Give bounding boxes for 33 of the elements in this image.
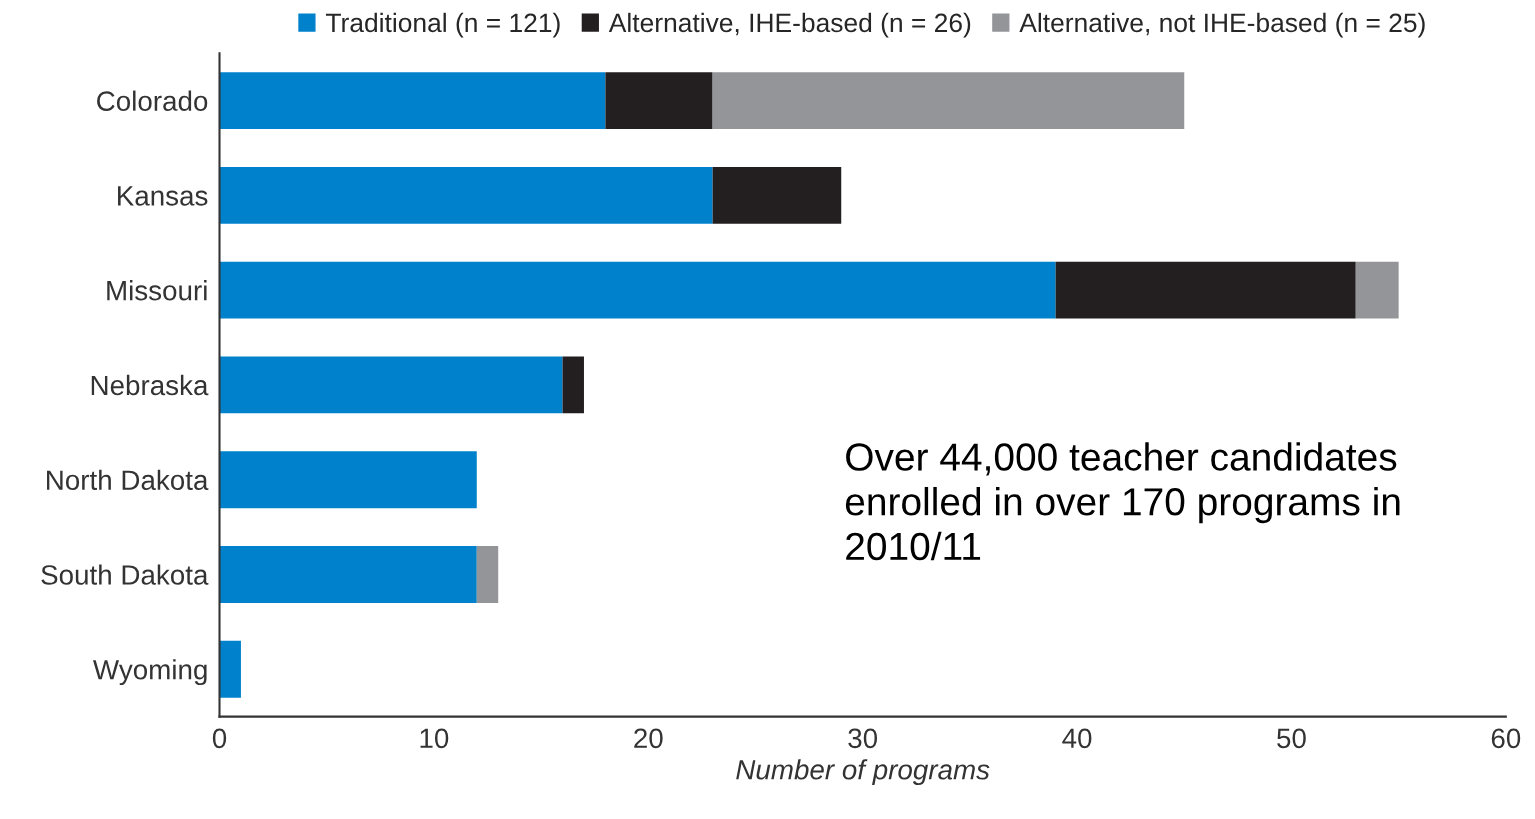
legend-label: Alternative, not IHE-based (n = 25) [1019,12,1425,38]
y-tick-label: Nebraska [91,374,209,396]
y-tick-label: Colorado [97,90,208,111]
x-tick-label: 20 [634,728,663,749]
bar [712,72,1185,130]
bar [219,451,477,509]
x-axis-title: Number of programs [736,759,990,786]
y-tick-label: Missouri [107,280,207,301]
bar [219,166,713,224]
bar [712,166,842,224]
y-tick-label: South Dakota [41,564,209,585]
annotation: Over 44,000 teacher candidates enrolled in over 170 programs in 2010/11 [845,442,1400,561]
x-tick-label: 0 [212,728,227,749]
bar [219,261,1056,319]
x-tick-label: 10 [420,728,449,749]
y-tick-label: Kansas [118,186,208,206]
x-tick-label: 60 [1491,728,1521,749]
x-tick-label: 50 [1277,728,1306,749]
bar [1355,261,1399,319]
bar [219,356,563,414]
bar [219,72,606,130]
bar [1055,261,1356,319]
x-tick-label: 40 [1062,728,1092,749]
bar [219,640,241,698]
legend-label: Alternative, IHE-based (n = 26) [608,12,971,38]
y-tick-label: Wyoming [93,659,207,686]
bar [562,356,584,414]
bar [219,546,477,603]
bar [605,72,713,130]
y-tick-label: North Dakota [47,469,209,491]
bar [476,546,499,603]
x-tick-label: 30 [848,728,878,749]
legend-label: Traditional (n = 121) [326,12,560,38]
